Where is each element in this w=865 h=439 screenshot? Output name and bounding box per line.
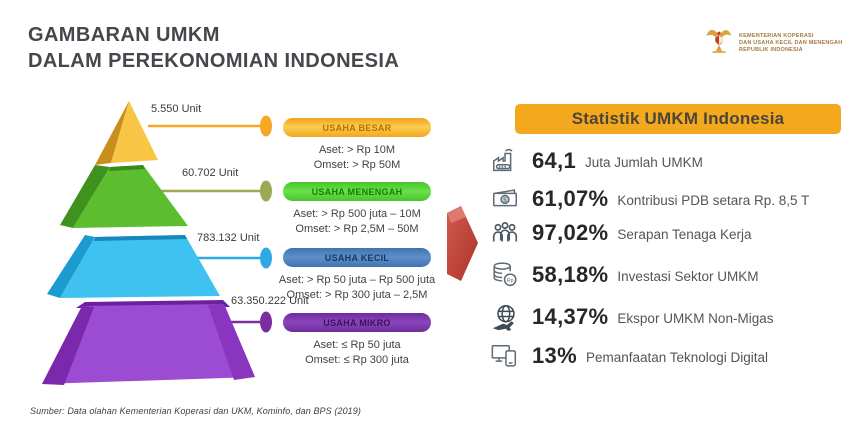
- pyramid-level-menengah: [60, 165, 188, 228]
- stat-value: 61,07%: [532, 186, 609, 211]
- badge-usaha-kecil: USAHA KECIL: [283, 248, 431, 267]
- badge-usaha-menengah: USAHA MENENGAH: [283, 182, 431, 201]
- stat-row-investasi: Rp 58,18% Investasi Sektor UMKM: [487, 258, 857, 292]
- umkm-pyramid: [42, 101, 272, 385]
- svg-text:$: $: [503, 197, 507, 204]
- stat-label: Investasi Sektor UMKM: [617, 269, 759, 284]
- pyramid-level-besar: [95, 101, 158, 165]
- stat-label: Pemanfaatan Teknologi Digital: [585, 350, 769, 365]
- svg-text:Rp: Rp: [507, 278, 514, 284]
- connector-usaha-mikro: [230, 311, 272, 333]
- stat-label: Ekspor UMKM Non-Migas: [617, 311, 774, 326]
- factory-icon: [487, 146, 523, 176]
- source-note: Sumber: Data olahan Kementerian Koperasi…: [30, 406, 361, 416]
- aset-usaha-kecil: Aset: > Rp 50 juta – Rp 500 juta: [278, 274, 436, 286]
- omset-usaha-mikro: Omset: ≤ Rp 300 juta: [305, 354, 409, 366]
- units-usaha-kecil: 783.132 Unit: [197, 232, 260, 244]
- aset-usaha-menengah: Aset: > Rp 500 juta – 10M: [293, 208, 421, 220]
- ministry-logo: KEMENTERIAN KOPERASI DAN USAHA KECIL DAN…: [706, 24, 842, 63]
- garuda-icon: [706, 24, 732, 63]
- ministry-line1: KEMENTERIAN KOPERASI: [739, 33, 814, 39]
- monitor-phone-icon: [487, 341, 523, 371]
- omset-usaha-kecil: Omset: > Rp 300 juta – 2,5M: [286, 289, 428, 301]
- page-title: GAMBARAN UMKM DALAM PEREKONOMIAN INDONES…: [28, 22, 399, 74]
- people-icon: [487, 218, 523, 248]
- omset-usaha-menengah: Omset: > Rp 2,5M – 50M: [295, 223, 419, 235]
- page-title-line1: GAMBARAN UMKM: [28, 24, 220, 46]
- ministry-line3: REPUBLIK INDONESIA: [739, 47, 803, 53]
- units-usaha-besar: 5.550 Unit: [151, 103, 202, 115]
- stat-row-ekspor: 14,37% Ekspor UMKM Non-Migas: [487, 300, 857, 334]
- units-usaha-menengah: 60.702 Unit: [182, 167, 239, 179]
- stat-value: 58,18%: [532, 262, 609, 287]
- aset-usaha-besar: Aset: > Rp 10M: [318, 144, 396, 156]
- aset-usaha-mikro: Aset: ≤ Rp 50 juta: [313, 339, 401, 351]
- stat-row-teknologi-digital: 13% Pemanfaatan Teknologi Digital: [487, 339, 857, 373]
- connector-usaha-kecil: [190, 247, 272, 269]
- stat-value: 14,37%: [532, 304, 609, 329]
- globe-plane-icon: [487, 302, 523, 332]
- stats-panel-title: Statistik UMKM Indonesia: [515, 104, 841, 134]
- detail-usaha-besar: Aset: > Rp 10M Omset: > Rp 50M: [257, 143, 457, 173]
- badge-usaha-mikro: USAHA MIKRO: [283, 313, 431, 332]
- ministry-line2: DAN USAHA KECIL DAN MENENGAH: [739, 40, 843, 46]
- arrow-right-icon: [447, 206, 478, 281]
- stat-label: Kontribusi PDB setara Rp. 8,5 T: [617, 193, 810, 208]
- stat-value: 97,02%: [532, 220, 609, 245]
- coins-icon: Rp: [487, 260, 523, 290]
- pyramid-level-mikro: [42, 300, 255, 385]
- omset-usaha-besar: Omset: > Rp 50M: [313, 159, 401, 171]
- units-usaha-mikro: 63.350.222 Unit: [231, 295, 309, 307]
- stat-value: 64,1: [532, 148, 577, 173]
- detail-usaha-mikro: Aset: ≤ Rp 50 juta Omset: ≤ Rp 300 juta: [257, 338, 457, 368]
- detail-usaha-menengah: Aset: > Rp 500 juta – 10M Omset: > Rp 2,…: [257, 207, 457, 237]
- badge-usaha-besar: USAHA BESAR: [283, 118, 431, 137]
- stat-label: Juta Jumlah UMKM: [585, 155, 703, 170]
- stat-row-jumlah-umkm: 64,1 Juta Jumlah UMKM: [487, 144, 857, 178]
- stat-row-tenaga-kerja: 97,02% Serapan Tenaga Kerja: [487, 216, 857, 250]
- stat-label: Serapan Tenaga Kerja: [617, 227, 752, 242]
- stat-row-kontribusi-pdb: $ 61,07% Kontribusi PDB setara Rp. 8,5 T: [487, 182, 857, 216]
- pyramid-level-kecil: [47, 235, 220, 298]
- connector-usaha-menengah: [144, 180, 272, 202]
- ministry-name: KEMENTERIAN KOPERASI DAN USAHA KECIL DAN…: [739, 33, 842, 54]
- detail-usaha-kecil: Aset: > Rp 50 juta – Rp 500 juta Omset: …: [257, 273, 457, 303]
- page-title-line2: DALAM PEREKONOMIAN INDONESIA: [28, 50, 400, 72]
- stat-value: 13%: [532, 343, 577, 368]
- connector-usaha-besar: [148, 115, 272, 137]
- banknote-icon: $: [487, 184, 523, 214]
